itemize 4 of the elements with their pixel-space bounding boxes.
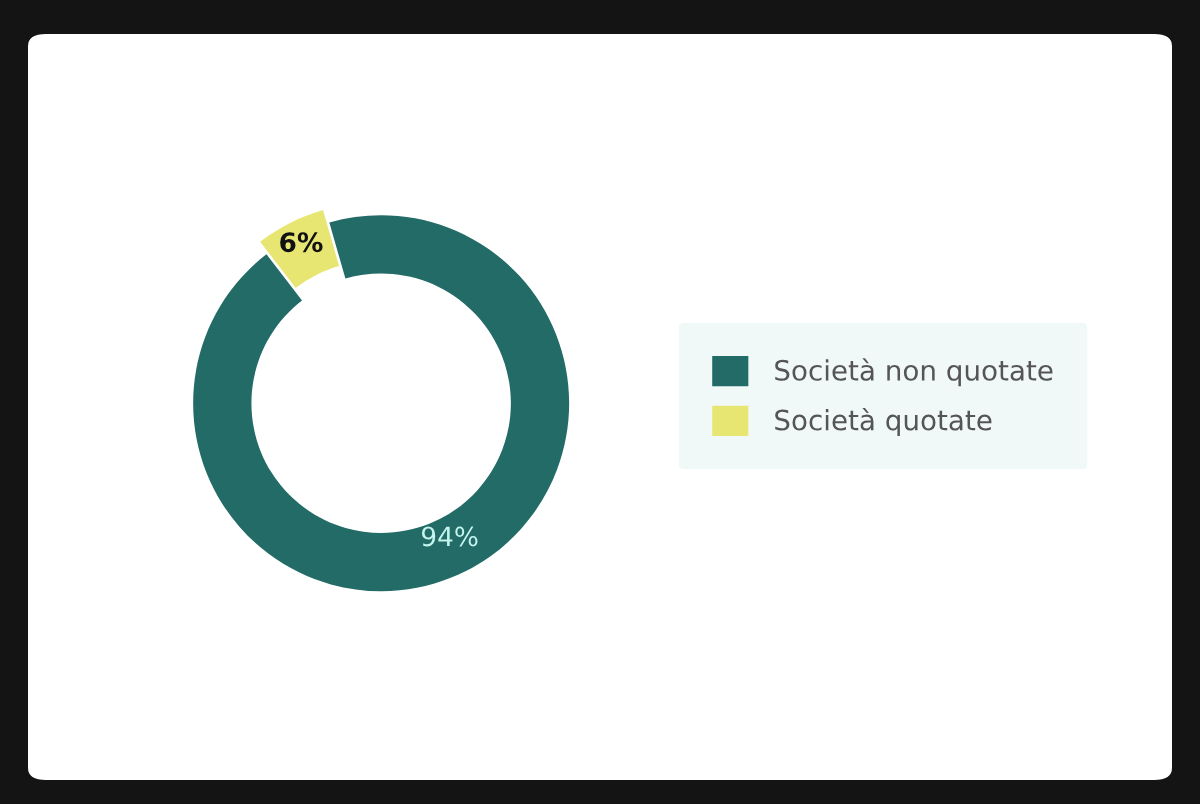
data-label: 94%	[421, 526, 478, 547]
legend-label: Società quotate	[775, 407, 992, 436]
data-label: 6%	[280, 232, 323, 253]
legend-label: Società non quotate	[775, 358, 1053, 387]
